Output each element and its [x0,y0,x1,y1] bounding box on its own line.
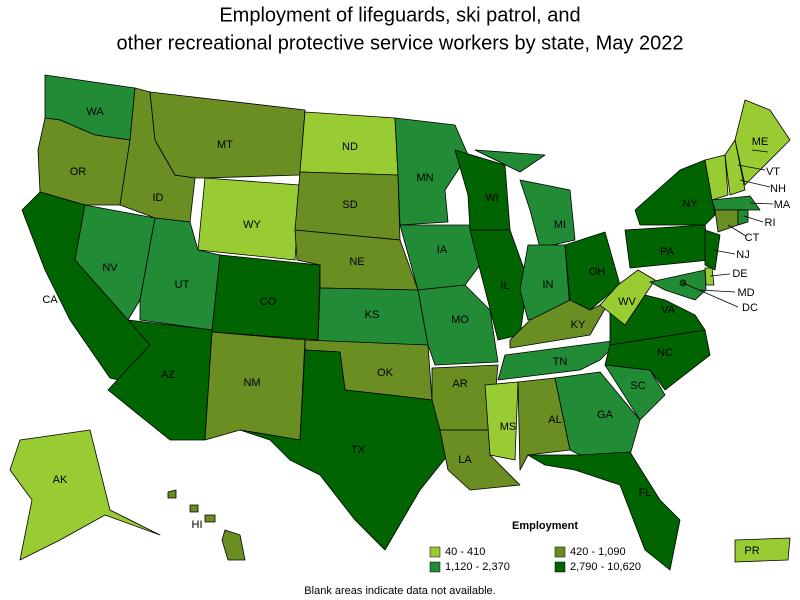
state-label: VA [661,304,676,316]
state-label: SD [342,199,357,211]
state-label: PR [744,545,759,557]
state-label: WA [86,106,104,118]
state-label: NV [102,262,118,274]
state-label: MA [774,199,791,211]
state-shape [239,349,449,551]
state-label: ND [342,141,358,153]
state-label: CT [745,232,760,244]
state-label: TN [553,356,568,368]
state-shape [704,267,715,286]
state-label: AL [548,414,561,426]
state-shape [204,514,216,523]
legend-swatch [429,546,441,558]
state-shape [74,204,156,321]
state-label: NM [243,377,260,389]
state-label: DC [742,302,758,314]
state-shape [497,339,621,381]
state-label: AZ [161,369,175,381]
state-label: MS [500,421,517,433]
state-shape [599,269,656,326]
state-label: OR [70,166,87,178]
state-label: NY [682,198,698,210]
state-label: FL [639,487,652,499]
state-label: NJ [736,249,749,261]
state-label: KY [571,319,586,331]
legend-label: 2,790 - 10,620 [570,561,641,573]
state-shape [527,451,681,571]
legend-swatch [429,561,441,573]
state-label: AK [53,474,68,486]
state-label: ID [153,192,164,204]
state-shape [564,231,621,311]
state-shape [221,529,246,561]
state-label: NC [657,347,673,359]
state-shape [189,504,199,513]
state-label: IA [437,244,448,256]
state-label: PA [660,246,675,258]
state-label: MI [554,219,566,231]
state-shape [417,284,499,366]
state-label: NH [770,183,786,195]
state-label: IL [500,280,509,292]
state-label: CA [42,294,58,306]
state-label: IN [543,279,554,291]
title-line: Employment of lifeguards, ski patrol, an… [219,4,580,26]
state-shape [474,149,546,173]
state-label: OK [377,367,394,379]
legend: Employment 40 - 410 420 - 1,090 1,120 - 2,3… [429,520,641,573]
state-shape [197,177,301,261]
states: WA OR CA NV ID MT WY UT AZ CO NM ND SD NE KS OK TX MN IA MO… [9,74,791,571]
state-label: KS [365,309,380,321]
state-label: WV [618,296,636,308]
title-line: other recreational protective service wo… [117,32,684,54]
state-label: TX [351,444,366,456]
state-shape [149,91,306,179]
state-label: MO [451,314,469,326]
state-shape [649,269,707,301]
state-label: HI [192,519,203,531]
legend-label: 40 - 410 [445,546,485,558]
legend-title: Employment [512,520,578,532]
legend-label: 1,120 - 2,370 [445,561,510,573]
state-shape [517,377,571,471]
legend-swatch [554,561,566,573]
state-shape [167,489,177,499]
state-label: MN [416,172,433,184]
state-shape [734,537,791,563]
state-label: OH [589,266,606,278]
state-label: GA [597,409,614,421]
state-shape [519,179,576,249]
state-label: MD [737,287,754,299]
state-shape [704,154,729,201]
state-label: SC [630,380,645,392]
state-shape [399,224,481,291]
leader-lines [682,149,774,308]
state-label: RI [765,217,776,229]
state-shape [704,229,721,271]
state-shape [9,429,161,561]
state-label: ME [752,136,769,148]
state-shape [724,139,746,196]
state-shape [711,195,761,211]
state-shape [734,99,791,186]
footnote: Blank areas indicate data not available. [304,585,495,597]
state-shape [737,209,749,226]
state-shape [394,117,469,226]
state-shape [484,381,519,461]
state-label: DE [732,268,747,280]
state-label: LA [458,454,472,466]
state-label: WY [243,219,261,231]
state-label: NE [349,256,364,268]
state-label: MT [217,139,233,151]
state-label: WI [485,192,498,204]
legend-label: 420 - 1,090 [570,546,626,558]
state-label: CO [260,296,277,308]
legend-swatch [554,546,566,558]
state-label: AR [452,378,467,390]
state-label: VT [766,166,780,178]
state-label: UT [175,279,190,291]
state-shape [634,159,716,226]
